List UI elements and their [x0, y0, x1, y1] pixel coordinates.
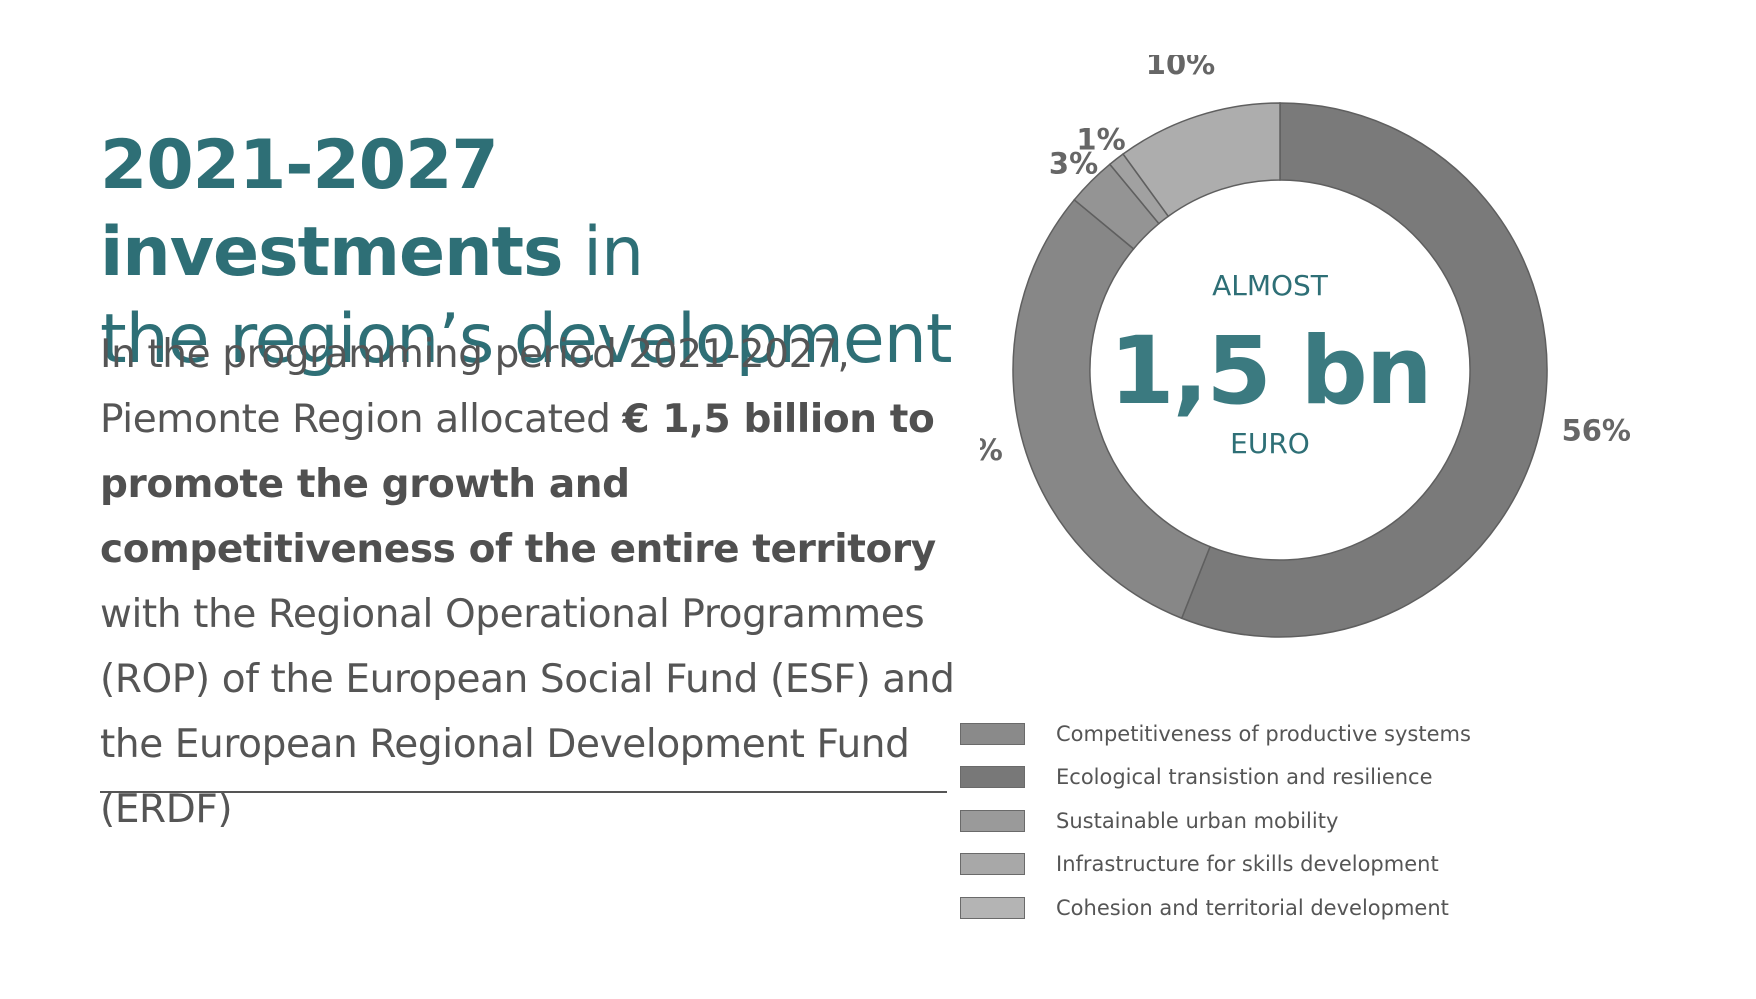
body-text-part2: with the Regional Operational Programmes…: [100, 592, 955, 832]
legend-swatch: [960, 809, 1025, 832]
legend-item: Competitiveness of productive systems: [960, 712, 1471, 756]
divider-line: [100, 791, 947, 793]
headline-line2: the region’s development: [100, 300, 952, 379]
legend-swatch: [960, 766, 1025, 789]
center-value: 1,5 bn: [1109, 317, 1430, 426]
percent-label: 30%: [980, 433, 1003, 467]
center-label-bottom: EURO: [1230, 427, 1310, 460]
legend-item: Infrastructure for skills development: [960, 843, 1471, 887]
donut-chart: 56% 30% 3%1% 10% ALMOST 1,5 bn EURO: [980, 55, 1631, 638]
legend-item: Cohesion and territorial development: [960, 886, 1471, 930]
percent-label: 10%: [1146, 55, 1215, 81]
chart-legend: Competitiveness of productive systems Eco…: [960, 712, 1471, 930]
percent-labels: 56% 30% 3%1% 10%: [980, 55, 1631, 467]
percent-label: 1%: [1076, 122, 1125, 156]
donut-slice: [1180, 102, 1548, 638]
donut-slice: [1122, 102, 1281, 218]
legend-swatch: [960, 896, 1025, 919]
body-text-bold: € 1,5 billion to promote the growth and …: [100, 397, 936, 572]
body-text: In the programming period 2021-2027, Pie…: [100, 322, 960, 842]
donut-slice: [1012, 198, 1212, 620]
legend-label: Infrastructure for skills development: [1056, 852, 1439, 877]
headline: 2021-2027 investments in the region’s dev…: [100, 122, 980, 383]
legend-label: Competitiveness of productive systems: [1056, 721, 1471, 746]
percent-label: 56%: [1562, 413, 1631, 447]
legend-label: Cohesion and territorial development: [1056, 895, 1449, 920]
donut-slices: [1012, 102, 1548, 638]
legend-label: Ecological transistion and resilience: [1056, 765, 1433, 790]
legend-swatch: [960, 853, 1025, 876]
legend-swatch: [960, 722, 1025, 745]
legend-label: Sustainable urban mobility: [1056, 808, 1339, 833]
legend-item: Ecological transistion and resilience: [960, 756, 1471, 800]
percent-label: 3%: [1049, 147, 1098, 181]
headline-rest: in: [562, 213, 644, 292]
legend-item: Sustainable urban mobility: [960, 799, 1471, 843]
headline-bold: 2021-2027 investments: [100, 126, 564, 292]
body-text-part1: In the programming period 2021-2027, Pie…: [100, 332, 850, 442]
center-label-top: ALMOST: [1212, 269, 1329, 302]
